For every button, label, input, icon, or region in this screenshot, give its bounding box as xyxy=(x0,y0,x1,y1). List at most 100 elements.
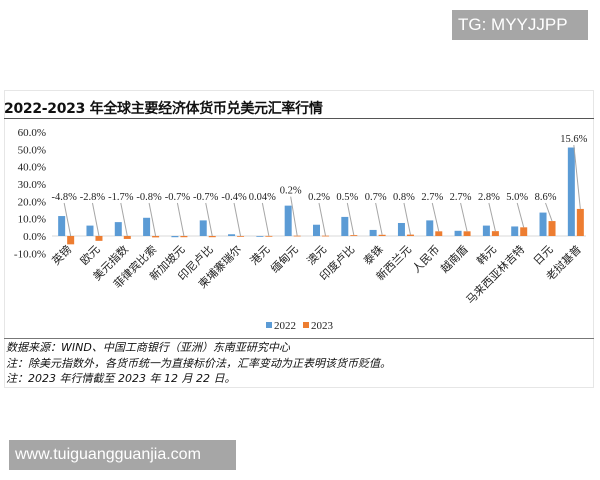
leader-line xyxy=(545,202,553,222)
y-tick-label: 60.0% xyxy=(18,127,46,139)
bar-2022 xyxy=(143,217,151,236)
bar-2023 xyxy=(67,236,75,245)
leader-line xyxy=(205,202,213,237)
chart-frame xyxy=(4,90,594,388)
x-category-label: 人民币 xyxy=(410,243,443,276)
leader-line xyxy=(375,202,383,235)
x-category-label: 港元 xyxy=(248,243,273,268)
x-category-label: 欧元 xyxy=(78,243,103,268)
leader-line xyxy=(318,202,326,236)
data-label-2023: -4.8% xyxy=(51,192,77,203)
y-tick-label: 40.0% xyxy=(18,162,46,174)
bar-2022 xyxy=(58,216,66,236)
leader-line xyxy=(573,144,581,209)
bar-2023 xyxy=(95,236,103,241)
bar-2022 xyxy=(199,220,207,236)
bar-2023 xyxy=(350,235,358,236)
data-label-2023: 8.6% xyxy=(535,192,557,203)
y-tick-label: 20.0% xyxy=(18,196,46,208)
bar-2022 xyxy=(284,205,292,236)
data-label-2023: 0.2% xyxy=(308,192,330,203)
bar-2023 xyxy=(265,235,273,237)
chart-title: 2022-2023 年全球主要经济体货币兑美元汇率行情 xyxy=(4,101,323,117)
bar-2022 xyxy=(256,236,264,237)
x-category-label: 泰铢 xyxy=(360,242,385,267)
x-category-label: 韩元 xyxy=(474,242,499,267)
data-label-2023: -0.4% xyxy=(221,192,247,203)
data-label-2023: 0.5% xyxy=(336,192,358,203)
bar-2022 xyxy=(228,234,236,236)
bar-2023 xyxy=(152,236,160,238)
data-label-2023: 0.8% xyxy=(393,192,415,203)
leader-line xyxy=(91,202,100,237)
bar-2022 xyxy=(482,225,490,236)
legend: 2022 2023 xyxy=(266,320,334,332)
bar-2023 xyxy=(491,231,499,236)
leader-line xyxy=(403,202,411,235)
y-tick-label: 10.0% xyxy=(18,214,46,226)
leader-line xyxy=(148,202,157,237)
source-note: 数据来源：WIND、中国工商银行（亚洲）东南亚研究中心 xyxy=(6,341,290,354)
bar-2022 xyxy=(567,147,575,236)
x-category-label: 英镑 xyxy=(49,242,74,267)
bar-2022 xyxy=(171,236,179,238)
note-2: 注：2023 年行情截至 2023 年 12 月 22 日。 xyxy=(6,372,236,385)
leader-line xyxy=(233,202,242,237)
legend-swatch-2022 xyxy=(266,322,272,328)
leader-line xyxy=(488,202,496,232)
y-tick-label: 50.0% xyxy=(18,144,46,156)
bar-2022 xyxy=(454,230,462,236)
legend-label-2023: 2023 xyxy=(311,320,334,332)
bar-2023 xyxy=(180,236,188,238)
bar-2023 xyxy=(123,236,131,239)
data-label-2023: 0.7% xyxy=(365,192,387,203)
bar-2022 xyxy=(369,229,377,236)
bar-chart: 60.0% 50.0% 40.0% 30.0% 20.0% 10.0% 0.0% -10.0%… xyxy=(14,127,588,332)
data-label-2023: -1.7% xyxy=(108,192,134,203)
bar-2022 xyxy=(539,212,547,236)
bar-2023 xyxy=(293,235,301,237)
bar-2022 xyxy=(511,226,519,236)
bar-2022 xyxy=(114,222,122,236)
bar-2023 xyxy=(520,227,528,236)
leader-line xyxy=(63,202,72,237)
data-label-2023: 5.0% xyxy=(506,192,528,203)
leader-line xyxy=(431,202,440,232)
y-tick-label: 30.0% xyxy=(18,179,46,191)
notes: 数据来源：WIND、中国工商银行（亚洲）东南亚研究中心 注：除美元指数外，各货币… xyxy=(6,340,391,387)
bar-2023 xyxy=(208,236,216,238)
data-label-2023: -0.8% xyxy=(136,192,162,203)
bar-2023 xyxy=(378,234,386,236)
data-labels: -4.8% -2.8% -1.7% -0.8% -0.7% -0.7% -0.4% 0.04%… xyxy=(51,134,588,237)
bar-2023 xyxy=(322,235,329,237)
legend-swatch-2023 xyxy=(303,322,309,328)
bar-2023 xyxy=(435,231,443,236)
leader-line xyxy=(176,202,185,237)
bar-2023 xyxy=(548,221,556,236)
leader-line xyxy=(290,196,298,236)
leader-line xyxy=(261,202,270,237)
y-tick-label: -10.0% xyxy=(14,248,46,260)
data-label-2023: 2.7% xyxy=(450,192,472,203)
data-label-2023: -0.7% xyxy=(165,192,191,203)
bar-2022 xyxy=(86,225,94,236)
bar-2022 xyxy=(341,216,349,236)
watermark-top: TG: MYYJJPP xyxy=(452,10,588,40)
x-category-label: 日元 xyxy=(532,244,556,268)
legend-label-2022: 2022 xyxy=(274,320,296,332)
bar-2023 xyxy=(576,208,584,236)
bar-2022 xyxy=(397,222,405,236)
y-tick-label: 0.0% xyxy=(23,231,46,243)
x-category-label: 缅甸元 xyxy=(268,242,301,275)
data-label-2023: 2.7% xyxy=(421,192,443,203)
bar-2023 xyxy=(463,231,471,236)
data-label-2023: 15.6% xyxy=(560,134,587,145)
data-label-2023: -2.8% xyxy=(80,192,106,203)
leader-line xyxy=(346,202,355,236)
data-label-2023: 2.8% xyxy=(478,192,500,203)
leader-line xyxy=(516,202,525,228)
x-category-label: 澳元 xyxy=(304,243,329,268)
data-label-2023: 0.04% xyxy=(249,192,276,203)
leader-line xyxy=(120,202,128,237)
leader-line xyxy=(460,202,468,232)
